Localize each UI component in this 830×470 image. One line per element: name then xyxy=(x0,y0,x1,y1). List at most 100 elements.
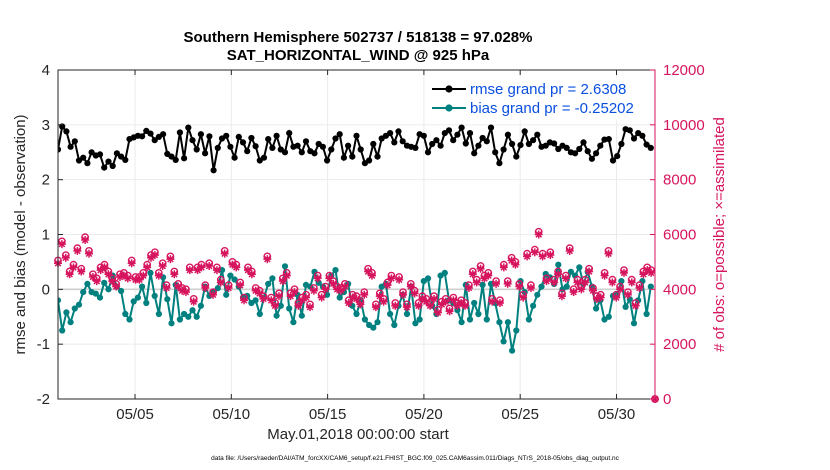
rmse-point xyxy=(189,137,196,144)
y-tick-label: 3 xyxy=(42,117,50,134)
rmse-point xyxy=(412,144,419,151)
obs-assimilated-point xyxy=(143,263,152,272)
rmse-point xyxy=(80,154,87,161)
rmse-point xyxy=(466,130,474,137)
obs-assimilated-point xyxy=(205,262,214,271)
bias-point xyxy=(101,279,108,286)
bias-point xyxy=(273,312,280,319)
rmse-point xyxy=(298,149,305,156)
rmse-point xyxy=(193,146,200,153)
rmse-point xyxy=(139,133,146,140)
y2-tick-label: 12000 xyxy=(663,62,705,79)
rmse-point xyxy=(597,142,604,149)
bias-point xyxy=(416,316,423,323)
obs-assimilated-point xyxy=(371,303,380,312)
bias-point xyxy=(122,310,129,318)
obs-assimilated-point xyxy=(565,246,574,255)
obs-assimilated-point xyxy=(453,301,462,310)
rmse-point xyxy=(504,131,511,138)
y2-tick-label: 8000 xyxy=(663,172,696,189)
bias-point xyxy=(563,283,570,290)
obs-assimilated-point xyxy=(577,285,586,294)
obs-assimilated-point xyxy=(127,259,136,268)
rmse-point xyxy=(223,132,230,139)
rmse-point xyxy=(555,145,562,153)
rmse-point xyxy=(63,128,70,135)
rmse-point xyxy=(572,150,579,157)
rmse-point xyxy=(542,142,549,149)
x-tick-label: 05/05 xyxy=(116,406,154,423)
obs-assimilated-point xyxy=(119,271,128,280)
obs-assimilated-point xyxy=(476,264,485,273)
obs-layer xyxy=(54,227,659,403)
rmse-point xyxy=(370,140,377,148)
obs-assimilated-point xyxy=(604,249,613,258)
obs-assimilated-point xyxy=(441,297,450,306)
bias-point xyxy=(576,264,583,271)
bias-point xyxy=(298,312,305,319)
obs-assimilated-point xyxy=(523,252,532,261)
obs-assimilated-point xyxy=(220,249,229,258)
obs-assimilated-point xyxy=(402,303,411,312)
obs-assimilated-point xyxy=(395,275,404,284)
obs-assimilated-point xyxy=(108,277,117,286)
obs-assimilated-point xyxy=(65,270,74,279)
rmse-point xyxy=(269,144,276,151)
bias-point xyxy=(630,320,638,327)
obs-assimilated-point xyxy=(185,266,194,275)
rmse-point xyxy=(626,127,633,134)
obs-assimilated-point xyxy=(259,294,268,303)
obs-assimilated-point xyxy=(352,294,361,303)
obs-assimilated-point xyxy=(73,246,82,255)
obs-assimilated-point xyxy=(313,274,322,283)
obs-assimilated-point xyxy=(433,308,442,317)
rmse-point xyxy=(492,149,499,156)
rmse-point xyxy=(118,153,125,160)
rmse-point xyxy=(437,142,444,149)
obs-assimilated-point xyxy=(112,282,121,291)
rmse-point xyxy=(462,140,469,147)
obs-assimilated-point xyxy=(379,297,388,306)
rmse-point xyxy=(630,135,638,142)
obs-assimilated-point xyxy=(542,277,551,286)
obs-assimilated-point xyxy=(406,282,415,291)
rmse-point xyxy=(113,150,120,157)
bias-point xyxy=(265,280,272,287)
obs-assimilated-point xyxy=(612,293,621,302)
rmse-point xyxy=(336,131,343,138)
rmse-point xyxy=(429,140,436,148)
y2-tick-label: 0 xyxy=(663,391,671,408)
obs-assimilated-point xyxy=(464,283,473,292)
rmse-point xyxy=(67,143,74,150)
rmse-point xyxy=(391,139,398,146)
obs-assimilated-point xyxy=(236,281,245,290)
bias-point xyxy=(105,286,112,293)
obs-assimilated-point xyxy=(554,270,563,279)
obs-assimilated-point xyxy=(557,292,566,301)
obs-assimilated-point xyxy=(329,279,338,288)
legend-bias-marker xyxy=(445,104,453,112)
obs-assimilated-point xyxy=(546,251,555,260)
rmse-point xyxy=(588,155,596,162)
obs-assimilated-point xyxy=(410,289,419,298)
bias-point xyxy=(143,299,150,307)
rmse-point xyxy=(147,130,154,137)
obs-assimilated-point xyxy=(240,296,249,305)
footnote: data file: /Users/raeder/DAI/ATM_forcXX/… xyxy=(211,455,620,462)
rmse-point xyxy=(260,154,268,161)
rmse-point xyxy=(311,150,318,157)
y2-tick-label: 4000 xyxy=(663,281,696,298)
rmse-point xyxy=(88,149,95,156)
y-tick-label: 4 xyxy=(42,62,50,79)
rmse-point xyxy=(479,134,486,142)
obs-assimilated-point xyxy=(305,303,314,312)
obs-assimilated-point xyxy=(375,292,384,301)
rmse-point xyxy=(387,130,394,137)
obs-assimilated-point xyxy=(274,292,283,301)
obs-assimilated-point xyxy=(550,278,559,287)
rmse-point xyxy=(454,131,461,138)
obs-assimilated-point xyxy=(147,253,156,262)
obs-assimilated-point xyxy=(484,271,493,280)
rmse-point xyxy=(508,140,516,148)
